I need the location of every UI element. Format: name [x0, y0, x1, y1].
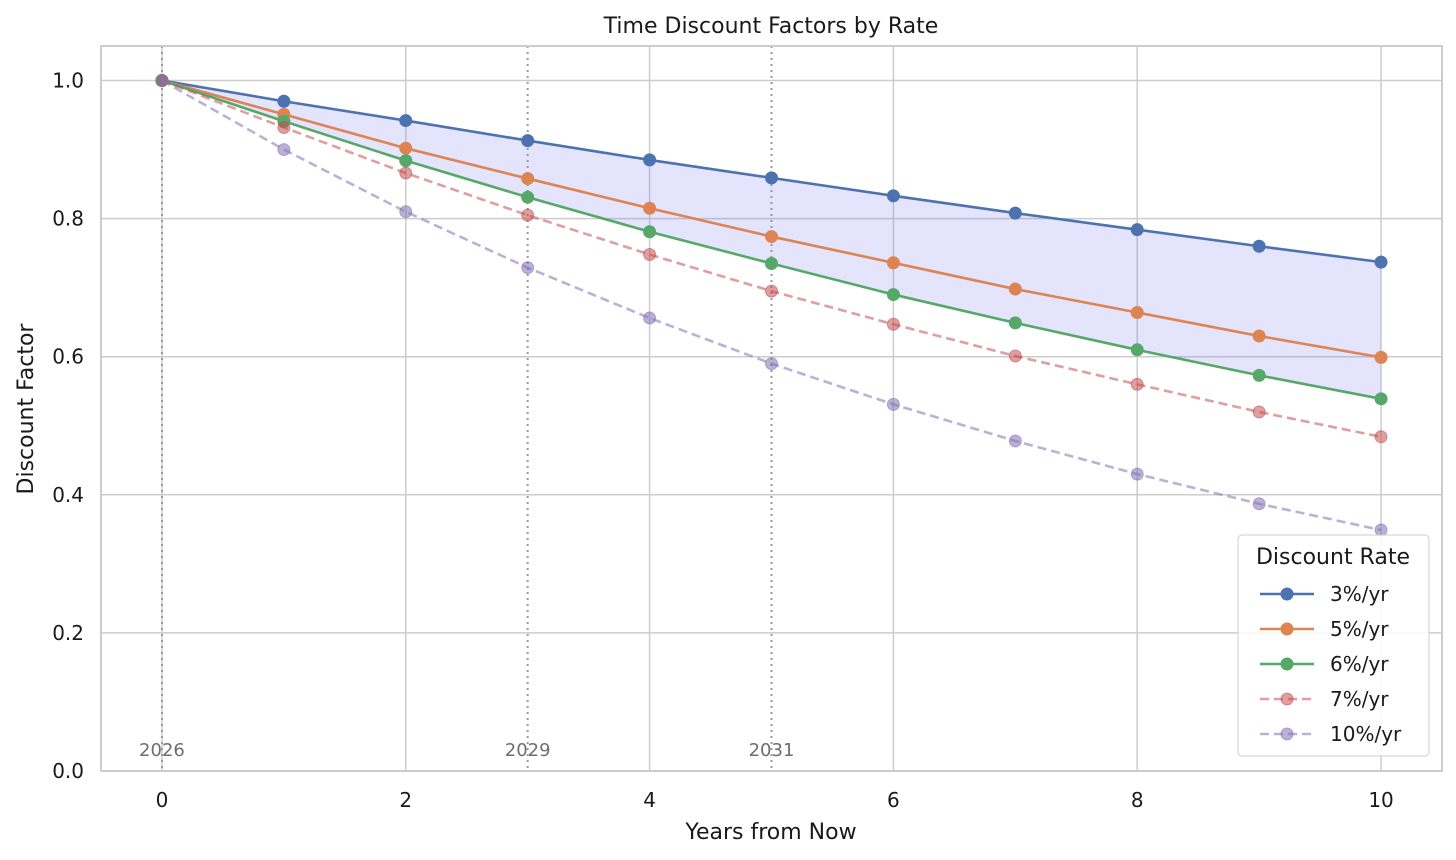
point-3pct-yr	[1252, 239, 1266, 253]
y-tick-label: 0.8	[52, 207, 84, 231]
legend-marker-7pct-yr	[1280, 692, 1294, 706]
point-10pct-yr	[1008, 434, 1022, 448]
y-tick-label: 0.2	[52, 621, 84, 645]
chart-title: Time Discount Factors by Rate	[603, 14, 939, 39]
y-tick-label: 0.6	[52, 345, 84, 369]
legend-label-7pct-yr: 7%/yr	[1330, 687, 1389, 711]
point-7pct-yr	[521, 208, 535, 222]
point-6pct-yr	[521, 190, 535, 204]
point-5pct-yr	[399, 141, 413, 155]
vline-label-2031: 2031	[749, 740, 795, 761]
point-10pct-yr	[521, 261, 535, 275]
point-10pct-yr	[277, 143, 291, 157]
axes-frame	[100, 45, 1443, 772]
point-7pct-yr	[643, 248, 657, 262]
point-6pct-yr	[1252, 368, 1266, 382]
point-3pct-yr	[643, 153, 657, 167]
x-tick-label: 4	[643, 788, 656, 812]
point-5pct-yr	[1130, 306, 1144, 320]
y-tick-label: 0.0	[52, 759, 84, 783]
x-tick-label: 10	[1368, 788, 1393, 812]
legend-label-5pct-yr: 5%/yr	[1330, 617, 1389, 641]
point-6pct-yr	[1008, 316, 1022, 330]
point-7pct-yr	[1130, 377, 1144, 391]
point-10pct-yr	[155, 74, 169, 88]
point-10pct-yr	[643, 311, 657, 325]
point-10pct-yr	[1130, 467, 1144, 481]
point-7pct-yr	[399, 166, 413, 180]
point-3pct-yr	[1374, 255, 1388, 269]
point-3pct-yr	[886, 189, 900, 203]
point-7pct-yr	[1008, 349, 1022, 363]
point-10pct-yr	[399, 205, 413, 219]
legend-marker-5pct-yr	[1280, 622, 1294, 636]
point-7pct-yr	[277, 120, 291, 134]
tick-labels: 0 2 4 6 8 10 0.0 0.2 0.4 0.6 0.8 1.0	[52, 69, 1394, 812]
legend-marker-10pct-yr	[1280, 727, 1294, 741]
x-axis-label: Years from Now	[684, 820, 856, 845]
legend-marker-6pct-yr	[1280, 657, 1294, 671]
x-tick-label: 6	[887, 788, 900, 812]
point-7pct-yr	[886, 317, 900, 331]
y-axis-label: Discount Factor	[14, 323, 39, 495]
legend: Discount Rate 3%/yr 5%/yr 6%/yr 7%/yr 10%/yr	[1237, 534, 1430, 757]
point-6pct-yr	[886, 288, 900, 302]
legend-title: Discount Rate	[1256, 545, 1410, 570]
point-3pct-yr	[1130, 223, 1144, 237]
legend-entries: 3%/yr 5%/yr 6%/yr 7%/yr 10%/yr	[1260, 582, 1402, 746]
point-5pct-yr	[521, 172, 535, 186]
legend-label-3pct-yr: 3%/yr	[1330, 582, 1389, 606]
legend-marker-3pct-yr	[1280, 587, 1294, 601]
point-5pct-yr	[643, 201, 657, 215]
point-5pct-yr	[886, 256, 900, 270]
point-6pct-yr	[765, 257, 778, 270]
point-5pct-yr	[765, 230, 778, 244]
legend-label-6pct-yr: 6%/yr	[1330, 652, 1389, 676]
x-tick-label: 2	[399, 788, 412, 812]
point-5pct-yr	[1374, 350, 1388, 364]
plot-frame	[100, 45, 1443, 772]
x-tick-label: 8	[1131, 788, 1144, 812]
point-6pct-yr	[399, 154, 413, 168]
vline-label-2029: 2029	[505, 740, 551, 761]
point-3pct-yr	[277, 94, 291, 108]
point-7pct-yr	[765, 284, 778, 298]
reference-vlines: 2026 2029 2031	[139, 46, 794, 771]
point-5pct-yr	[1252, 329, 1266, 343]
point-3pct-yr	[1008, 206, 1022, 220]
legend-label-10pct-yr: 10%/yr	[1330, 722, 1402, 746]
point-10pct-yr	[765, 357, 778, 371]
point-5pct-yr	[1008, 282, 1022, 296]
point-6pct-yr	[1130, 343, 1144, 357]
point-6pct-yr	[643, 225, 657, 239]
series-lines	[155, 74, 1388, 537]
point-3pct-yr	[521, 134, 535, 148]
point-10pct-yr	[1374, 523, 1388, 537]
point-3pct-yr	[765, 171, 778, 185]
point-7pct-yr	[1374, 430, 1388, 444]
y-tick-label: 1.0	[52, 69, 84, 93]
point-10pct-yr	[1252, 497, 1266, 511]
y-tick-label: 0.4	[52, 483, 84, 507]
x-tick-label: 0	[156, 788, 169, 812]
point-3pct-yr	[399, 114, 413, 128]
vline-label-2026: 2026	[139, 740, 185, 761]
point-10pct-yr	[886, 397, 900, 411]
point-7pct-yr	[1252, 405, 1266, 419]
point-6pct-yr	[1374, 392, 1388, 406]
